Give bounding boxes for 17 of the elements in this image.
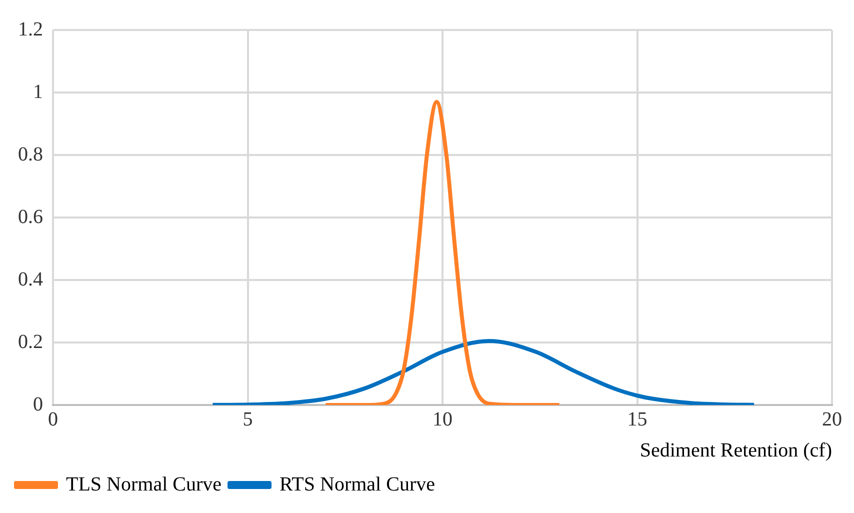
y-tick-label: 1.2 <box>18 18 43 40</box>
x-axis-title: Sediment Retention (cf) <box>640 439 832 462</box>
y-tick-label: 0.2 <box>18 330 43 353</box>
line-series <box>324 100 562 405</box>
x-tick-label: 10 <box>432 408 452 430</box>
x-tick-label: 15 <box>627 408 648 430</box>
x-tick-label: 0 <box>48 408 58 430</box>
y-tick-label: 0.6 <box>18 206 43 228</box>
x-tick-label: 20 <box>822 408 842 430</box>
y-tick-label: 1 <box>33 80 43 103</box>
line-series <box>210 338 756 405</box>
y-tick-label: 0.8 <box>18 143 43 166</box>
y-tick-label: 0.4 <box>18 268 43 290</box>
y-tick-label: 0 <box>33 393 43 416</box>
legend-label: TLS Normal Curve <box>66 473 222 496</box>
x-tick-label: 5 <box>242 408 253 430</box>
legend-label: RTS Normal Curve <box>280 473 436 496</box>
